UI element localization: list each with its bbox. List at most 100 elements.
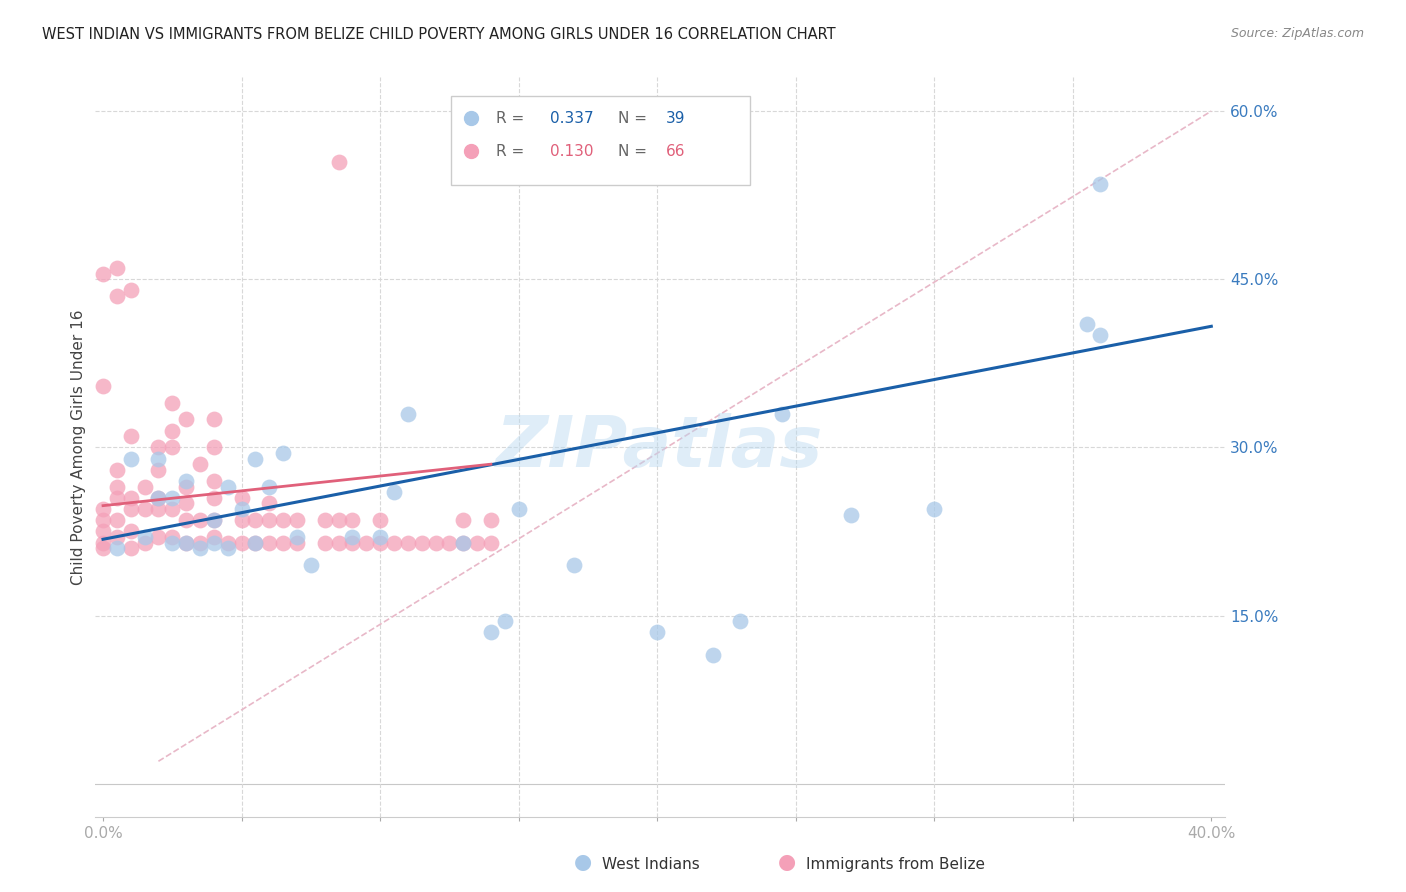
Point <box>299 558 322 572</box>
Text: Immigrants from Belize: Immigrants from Belize <box>806 857 984 872</box>
Point <box>174 480 197 494</box>
Point <box>120 429 142 443</box>
Point <box>202 491 225 505</box>
Point <box>120 541 142 556</box>
Point <box>368 535 391 549</box>
Point <box>120 524 142 539</box>
Point <box>120 491 142 505</box>
Point <box>271 513 294 527</box>
Point <box>271 446 294 460</box>
Point <box>245 451 267 466</box>
Point <box>1076 317 1098 331</box>
Point <box>134 530 156 544</box>
Point <box>105 491 128 505</box>
Point <box>91 378 114 392</box>
Point <box>134 535 156 549</box>
Point <box>342 530 364 544</box>
Point <box>174 513 197 527</box>
Point <box>91 541 114 556</box>
Point <box>368 530 391 544</box>
Point <box>328 154 350 169</box>
Point <box>105 530 128 544</box>
Point <box>508 502 530 516</box>
Text: ●: ● <box>575 853 592 872</box>
Point <box>162 530 184 544</box>
Point <box>188 513 211 527</box>
Text: ZIPatlas: ZIPatlas <box>496 413 824 482</box>
Point <box>396 407 419 421</box>
Point <box>285 535 308 549</box>
Point <box>382 535 405 549</box>
Point <box>479 535 502 549</box>
Point <box>148 441 170 455</box>
Point <box>259 535 281 549</box>
Text: 66: 66 <box>665 144 685 159</box>
Point <box>105 260 128 275</box>
Point <box>245 513 267 527</box>
Point <box>271 535 294 549</box>
Point <box>105 463 128 477</box>
Point <box>314 535 336 549</box>
Point <box>91 535 114 549</box>
Point <box>162 491 184 505</box>
Point <box>314 513 336 527</box>
Point <box>148 491 170 505</box>
Point <box>202 474 225 488</box>
Point <box>439 535 461 549</box>
Text: ●: ● <box>779 853 796 872</box>
Point <box>730 614 752 628</box>
Text: 0.337: 0.337 <box>550 111 593 126</box>
Point <box>382 485 405 500</box>
Text: R =: R = <box>496 144 529 159</box>
Text: WEST INDIAN VS IMMIGRANTS FROM BELIZE CHILD POVERTY AMONG GIRLS UNDER 16 CORRELA: WEST INDIAN VS IMMIGRANTS FROM BELIZE CH… <box>42 27 835 42</box>
Point <box>342 535 364 549</box>
Point <box>148 530 170 544</box>
Point <box>411 535 433 549</box>
Point <box>105 513 128 527</box>
Point <box>202 535 225 549</box>
Point <box>451 513 474 527</box>
Point <box>259 480 281 494</box>
Point <box>922 502 945 516</box>
Point <box>285 530 308 544</box>
Point <box>770 407 793 421</box>
Point <box>188 535 211 549</box>
Point <box>91 513 114 527</box>
Point <box>134 502 156 516</box>
Point <box>162 502 184 516</box>
Point <box>396 535 419 549</box>
Point <box>425 535 447 549</box>
Point <box>148 451 170 466</box>
Point <box>259 496 281 510</box>
Point <box>217 480 239 494</box>
Point <box>91 267 114 281</box>
Point <box>368 513 391 527</box>
Point <box>1090 328 1112 343</box>
Point <box>285 513 308 527</box>
Point <box>148 502 170 516</box>
Text: 0.130: 0.130 <box>550 144 593 159</box>
Text: West Indians: West Indians <box>602 857 700 872</box>
Point <box>188 457 211 471</box>
Text: N =: N = <box>619 111 652 126</box>
Point <box>188 541 211 556</box>
Point <box>174 496 197 510</box>
Point <box>174 535 197 549</box>
Text: R =: R = <box>496 111 529 126</box>
Point <box>202 513 225 527</box>
Y-axis label: Child Poverty Among Girls Under 16: Child Poverty Among Girls Under 16 <box>72 310 86 585</box>
Text: N =: N = <box>619 144 652 159</box>
Point <box>148 491 170 505</box>
Point <box>105 289 128 303</box>
Point <box>328 535 350 549</box>
Point <box>645 625 668 640</box>
Point <box>162 395 184 409</box>
Point <box>174 412 197 426</box>
Point <box>162 535 184 549</box>
Point <box>245 535 267 549</box>
Point <box>120 502 142 516</box>
Point <box>328 513 350 527</box>
Point <box>231 513 253 527</box>
Point <box>217 541 239 556</box>
FancyBboxPatch shape <box>451 96 751 185</box>
